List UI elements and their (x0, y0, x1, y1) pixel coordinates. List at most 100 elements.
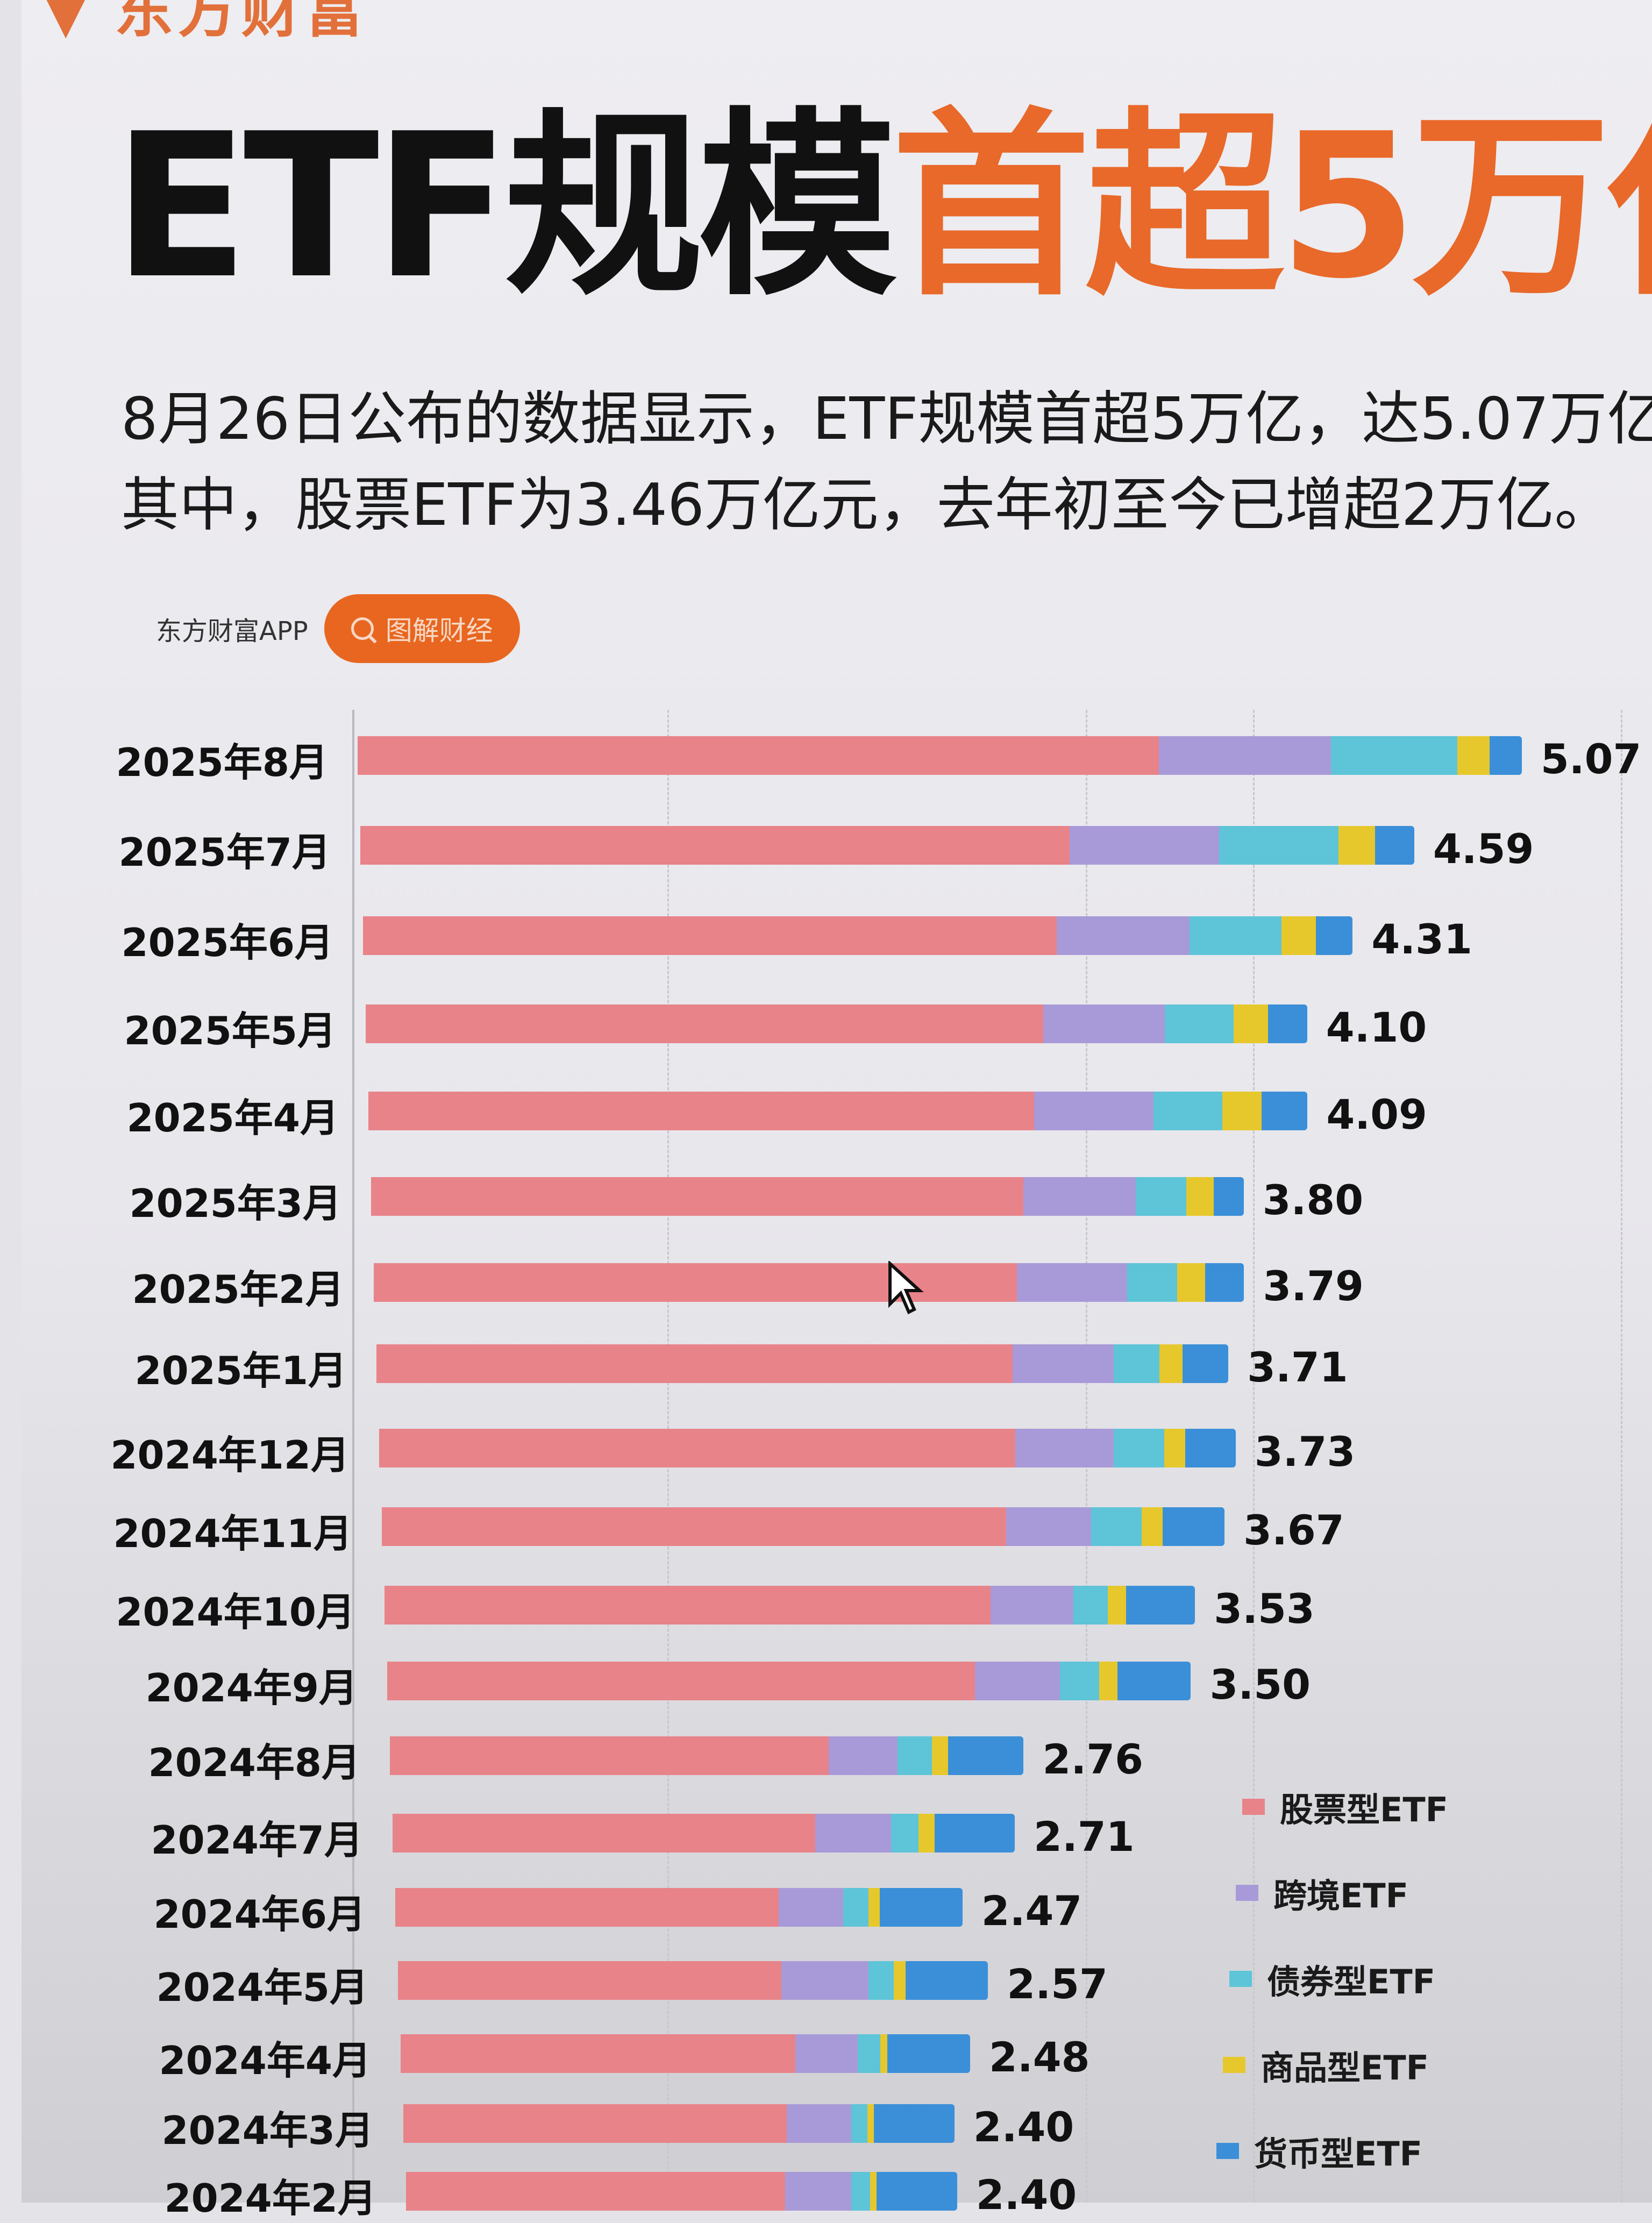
bar-segment[interactable] (1222, 1092, 1262, 1130)
stacked-bar[interactable] (401, 2034, 970, 2073)
stacked-bar[interactable] (363, 916, 1353, 955)
stacked-bar[interactable] (403, 2104, 955, 2143)
bar-segment[interactable] (1060, 1662, 1099, 1700)
bar-segment[interactable] (398, 1961, 782, 2000)
bar-segment[interactable] (382, 1507, 1007, 1546)
stacked-bar[interactable] (406, 2172, 957, 2211)
bar-segment[interactable] (406, 2172, 785, 2211)
bar-segment[interactable] (868, 1888, 880, 1927)
bar-segment[interactable] (934, 1814, 1015, 1852)
bar-segment[interactable] (395, 1888, 779, 1927)
bar-segment[interactable] (948, 1736, 1024, 1775)
bar-segment[interactable] (1126, 1586, 1195, 1624)
bar-segment[interactable] (1043, 1004, 1165, 1043)
bar-segment[interactable] (1023, 1177, 1136, 1216)
bar-segment[interactable] (975, 1662, 1060, 1700)
bar-segment[interactable] (371, 1177, 1023, 1216)
bar-segment[interactable] (1219, 826, 1338, 865)
bar-segment[interactable] (390, 1736, 829, 1775)
bar-segment[interactable] (403, 2104, 787, 2143)
bar-segment[interactable] (851, 2104, 867, 2143)
bar-segment[interactable] (368, 1092, 1035, 1130)
bar-segment[interactable] (1177, 1263, 1205, 1302)
bar-segment[interactable] (1190, 916, 1281, 955)
bar-segment[interactable] (851, 2172, 870, 2211)
bar-segment[interactable] (1113, 1344, 1160, 1383)
bar-segment[interactable] (785, 2172, 852, 2211)
bar-segment[interactable] (879, 1888, 963, 1927)
bar-segment[interactable] (1056, 916, 1190, 955)
bar-segment[interactable] (1006, 1507, 1092, 1546)
bar-segment[interactable] (1073, 1586, 1108, 1624)
bar-segment[interactable] (897, 1736, 932, 1775)
bar-segment[interactable] (1164, 1004, 1234, 1043)
bar-segment[interactable] (779, 1888, 843, 1927)
bar-segment[interactable] (366, 1004, 1043, 1043)
bar-segment[interactable] (1186, 1177, 1214, 1216)
bar-segment[interactable] (1331, 736, 1458, 775)
bar-segment[interactable] (1108, 1586, 1127, 1624)
bar-segment[interactable] (1234, 1004, 1269, 1043)
bar-segment[interactable] (1214, 1177, 1244, 1216)
bar-segment[interactable] (1016, 1263, 1127, 1302)
bar-segment[interactable] (887, 2034, 970, 2073)
bar-segment[interactable] (1268, 1004, 1307, 1043)
bar-segment[interactable] (1153, 1092, 1223, 1130)
stacked-bar[interactable] (379, 1429, 1236, 1467)
bar-segment[interactable] (1114, 1429, 1165, 1467)
bar-segment[interactable] (1338, 826, 1376, 865)
stacked-bar[interactable] (390, 1736, 1024, 1775)
bar-segment[interactable] (379, 1429, 1015, 1467)
bar-segment[interactable] (1070, 826, 1219, 865)
stacked-bar[interactable] (384, 1586, 1195, 1624)
bar-segment[interactable] (868, 1961, 894, 2000)
stacked-bar[interactable] (398, 1961, 988, 2000)
bar-segment[interactable] (1127, 1263, 1178, 1302)
bar-segment[interactable] (1012, 1344, 1114, 1383)
bar-segment[interactable] (358, 736, 1159, 775)
bar-segment[interactable] (1262, 1092, 1308, 1130)
stacked-bar[interactable] (382, 1507, 1225, 1546)
stacked-bar[interactable] (395, 1888, 963, 1927)
bar-segment[interactable] (1375, 826, 1414, 865)
bar-segment[interactable] (894, 1961, 906, 2000)
bar-segment[interactable] (1316, 916, 1353, 955)
bar-segment[interactable] (1164, 1429, 1185, 1467)
stacked-bar[interactable] (358, 736, 1522, 775)
stacked-bar[interactable] (360, 826, 1414, 865)
bar-segment[interactable] (1135, 1177, 1186, 1216)
bar-segment[interactable] (787, 2104, 851, 2143)
bar-segment[interactable] (363, 916, 1057, 955)
bar-segment[interactable] (905, 1961, 988, 2000)
bar-segment[interactable] (918, 1814, 935, 1852)
bar-segment[interactable] (931, 1736, 948, 1775)
bar-segment[interactable] (401, 2034, 796, 2073)
stacked-bar[interactable] (366, 1004, 1307, 1043)
bar-segment[interactable] (880, 2034, 888, 2073)
bar-segment[interactable] (828, 1736, 898, 1775)
bar-segment[interactable] (1034, 1092, 1154, 1130)
bar-segment[interactable] (1281, 916, 1316, 955)
bar-segment[interactable] (867, 2104, 874, 2143)
bar-segment[interactable] (1117, 1662, 1191, 1700)
bar-segment[interactable] (1162, 1507, 1225, 1546)
bar-segment[interactable] (1159, 1344, 1183, 1383)
bar-segment[interactable] (857, 2034, 881, 2073)
stacked-bar[interactable] (368, 1092, 1308, 1130)
bar-segment[interactable] (843, 1888, 868, 1927)
bar-segment[interactable] (387, 1662, 975, 1700)
stacked-bar[interactable] (376, 1344, 1229, 1383)
bar-segment[interactable] (874, 2104, 955, 2143)
bar-segment[interactable] (781, 1961, 869, 2000)
bar-segment[interactable] (795, 2034, 858, 2073)
stacked-bar[interactable] (374, 1263, 1244, 1302)
bar-segment[interactable] (891, 1814, 918, 1852)
bar-segment[interactable] (1185, 1429, 1236, 1467)
bar-segment[interactable] (384, 1586, 991, 1624)
bar-segment[interactable] (870, 2172, 877, 2211)
bar-segment[interactable] (1457, 736, 1490, 775)
bar-segment[interactable] (1015, 1429, 1114, 1467)
search-pill-button[interactable]: 图解财经 (324, 594, 520, 663)
bar-segment[interactable] (1099, 1662, 1117, 1700)
bar-segment[interactable] (360, 826, 1070, 865)
